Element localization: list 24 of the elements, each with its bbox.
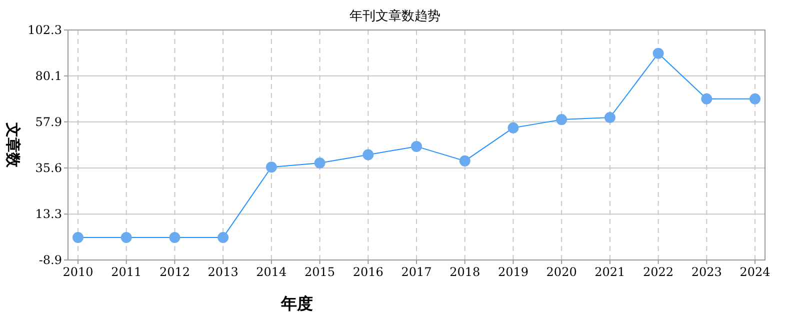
y-tick-label: -8.9 <box>38 253 62 267</box>
y-tick-label: 80.1 <box>35 68 62 83</box>
x-tick-label: 2024 <box>740 265 771 279</box>
y-tick-label: 57.9 <box>35 114 62 129</box>
x-tick-label: 2017 <box>401 265 432 279</box>
x-tick-label: 2022 <box>643 265 674 279</box>
x-tick-label: 2019 <box>498 265 528 279</box>
x-tick-label: 2013 <box>208 265 238 279</box>
x-tick-label: 2010 <box>62 265 94 279</box>
y-axis-title: 文章数 <box>4 122 22 168</box>
chart-title: 年刊文章数趋势 <box>350 9 440 24</box>
x-tick-label: 2014 <box>256 265 288 279</box>
x-tick-label: 2012 <box>159 265 190 279</box>
x-tick-label: 2023 <box>691 265 722 279</box>
x-tick-label: 2020 <box>546 265 577 279</box>
x-tick-label: 2016 <box>352 265 384 279</box>
x-tick-label: 2011 <box>111 265 142 279</box>
x-tick-label: 2021 <box>594 265 626 279</box>
y-tick-label: 13.3 <box>35 207 62 222</box>
y-tick-label: 35.6 <box>35 160 62 175</box>
x-tick-label: 2015 <box>304 265 336 279</box>
x-axis-title: 年度 <box>280 294 313 313</box>
y-tick-label: 102.3 <box>28 23 62 37</box>
x-tick-label: 2018 <box>450 265 480 279</box>
